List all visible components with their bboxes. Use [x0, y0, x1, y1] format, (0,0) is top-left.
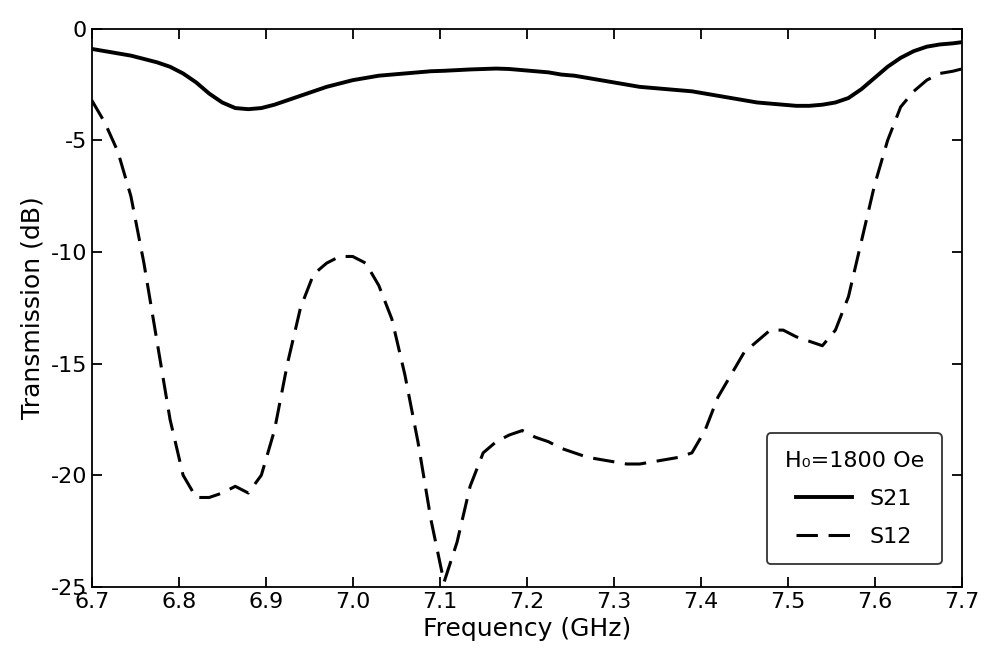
Y-axis label: Transmission (dB): Transmission (dB) [21, 197, 45, 419]
X-axis label: Frequency (GHz): Frequency (GHz) [423, 617, 631, 641]
Legend: S21, S12: S21, S12 [767, 434, 942, 565]
